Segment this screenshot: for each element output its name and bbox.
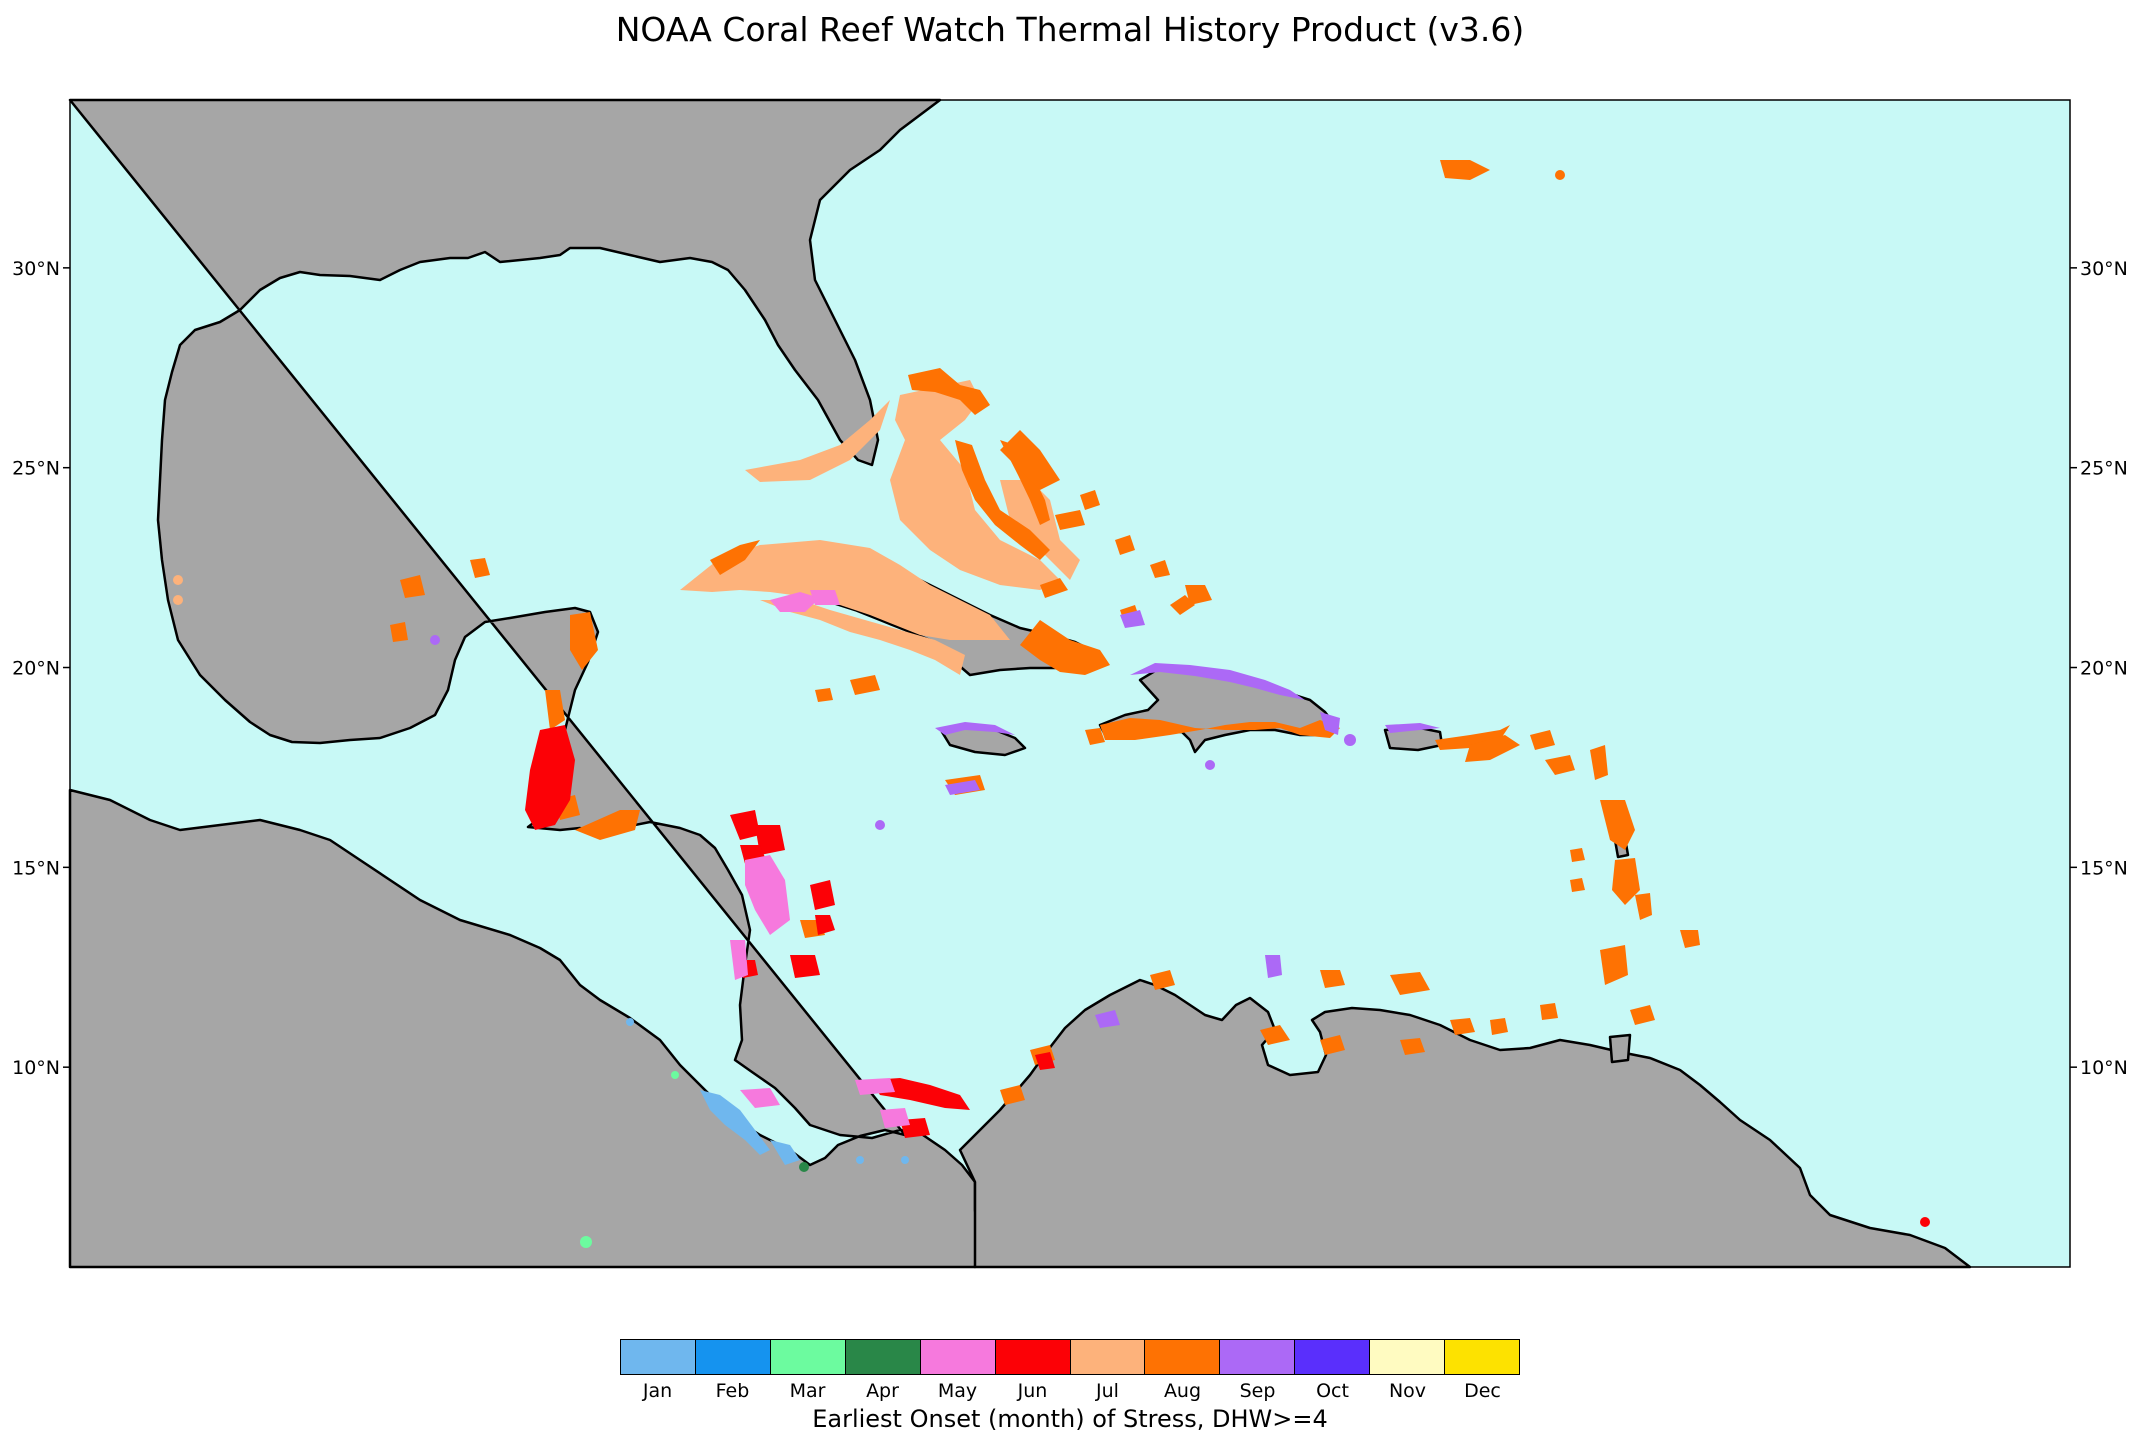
trinidad-land (1608, 1033, 1632, 1064)
colorbar-label-jul: Jul (1096, 1380, 1119, 1402)
colorbar-title: Earliest Onset (month) of Stress, DHW>=4 (812, 1405, 1328, 1433)
colorbar-label-mar: Mar (789, 1380, 826, 1402)
colorbar-label-nov: Nov (1388, 1380, 1427, 1402)
stress-patches (173, 160, 1930, 1248)
colorbar-label-apr: Apr (866, 1380, 899, 1402)
colorbar-label-oct: Oct (1316, 1380, 1349, 1402)
colorbar-swatch-nov (1370, 1340, 1446, 1374)
aug-patches (390, 160, 1700, 1105)
colorbar-swatch-dec (1445, 1340, 1520, 1374)
colorbar-swatch-jul (1070, 1340, 1146, 1374)
mar-patches (580, 1071, 679, 1248)
lat-tick-label-left: 15°N (12, 857, 60, 879)
colorbar-swatch-apr (845, 1340, 921, 1374)
jul-patches (173, 380, 1080, 675)
map-frame (69, 99, 2071, 1268)
colorbar-swatch-sep (1220, 1340, 1296, 1374)
colorbar-label-sep: Sep (1239, 1380, 1276, 1402)
colorbar-label-aug: Aug (1163, 1380, 1202, 1402)
lat-tick-label-left: 30°N (12, 258, 60, 280)
colorbar-label-feb: Feb (715, 1380, 750, 1402)
colorbar-swatch-mar (770, 1340, 846, 1374)
may-patches (730, 590, 910, 1128)
lat-tick-label-right: 30°N (2080, 258, 2128, 280)
colorbar-swatch-oct (1295, 1340, 1371, 1374)
lat-tick-label-right: 15°N (2080, 857, 2128, 879)
colorbar (620, 1339, 1520, 1375)
colorbar-swatch-feb (695, 1340, 771, 1374)
lat-tick-label-left: 25°N (12, 458, 60, 480)
colorbar-label-may: May (937, 1380, 978, 1402)
sep-patches (430, 610, 1440, 1028)
colorbar-swatch-jun (995, 1340, 1071, 1374)
lat-tick-label-right: 20°N (2080, 658, 2128, 680)
colorbar-labels: Jan Feb Mar Apr May Jun Jul Aug Sep Oct Nov Dec (620, 1380, 1520, 1402)
colorbar-label-dec: Dec (1464, 1380, 1501, 1402)
map-title: NOAA Coral Reef Watch Thermal History Pr… (615, 10, 1525, 49)
latitude-ticks: 30°N 30°N 25°N 25°N 20°N 20°N 15°N 15°N 10°N 10°N (12, 258, 2128, 1079)
colorbar-swatch-aug (1145, 1340, 1221, 1374)
colorbar-label-jun: Jun (1017, 1380, 1048, 1402)
lat-tick-label-right: 10°N (2080, 1057, 2128, 1079)
colorbar-swatch-jan (621, 1340, 696, 1374)
lat-tick-label-right: 25°N (2080, 458, 2128, 480)
jan-patches (626, 1018, 909, 1165)
apr-patches (799, 1162, 809, 1172)
lat-tick-label-left: 20°N (12, 658, 60, 680)
lat-tick-label-left: 10°N (12, 1057, 60, 1079)
colorbar-swatch-may (920, 1340, 996, 1374)
colorbar-label-jan: Jan (642, 1380, 673, 1402)
